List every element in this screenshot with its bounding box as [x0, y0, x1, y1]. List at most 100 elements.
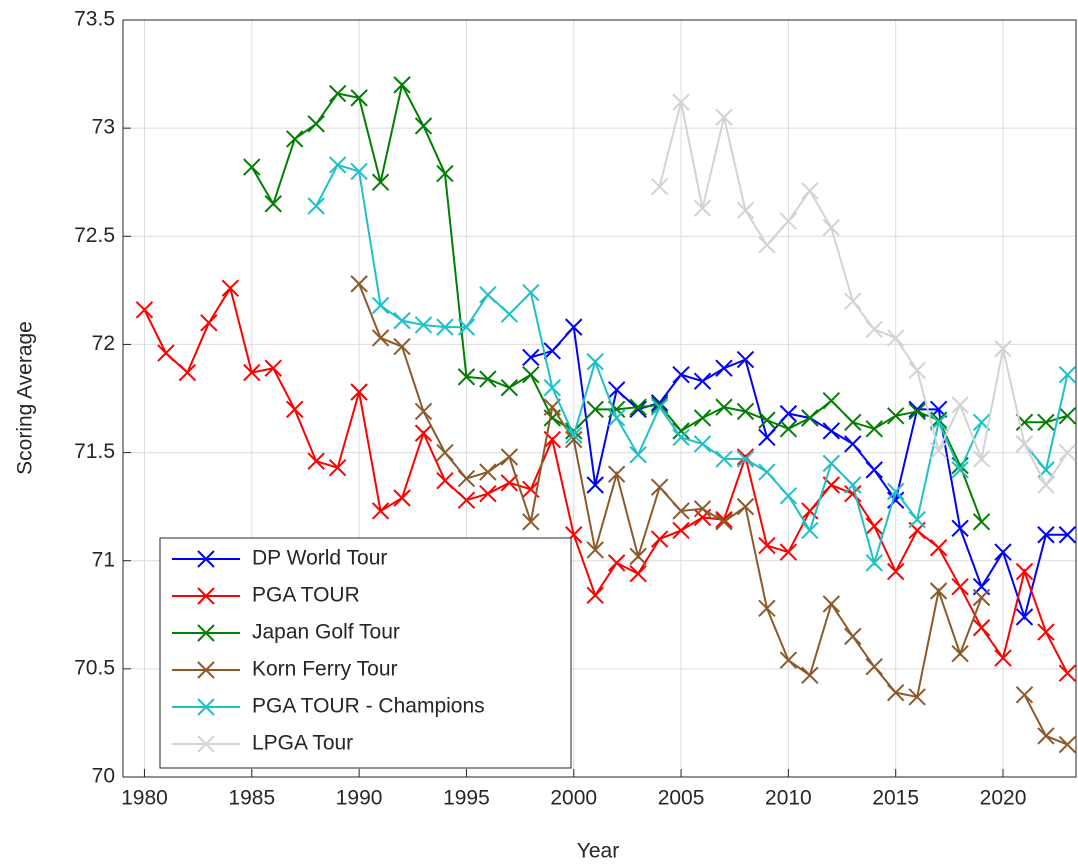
- series: [650, 93, 1077, 494]
- marker: [500, 378, 519, 397]
- marker: [1037, 727, 1055, 745]
- x-tick-label: 2010: [765, 787, 812, 810]
- marker: [607, 409, 626, 427]
- marker: [844, 435, 862, 453]
- marker: [371, 502, 390, 520]
- marker: [500, 305, 519, 323]
- marker: [650, 394, 669, 412]
- marker: [607, 554, 626, 572]
- marker: [779, 212, 798, 230]
- x-tick-label: 1980: [121, 787, 168, 810]
- marker: [929, 582, 948, 600]
- marker: [393, 76, 411, 94]
- marker: [994, 543, 1012, 561]
- legend-label: Japan Golf Tour: [252, 621, 400, 644]
- marker: [565, 318, 583, 336]
- marker: [822, 218, 841, 237]
- marker: [758, 428, 776, 447]
- series: [135, 279, 1077, 682]
- marker: [1058, 407, 1077, 425]
- marker: [414, 402, 433, 421]
- marker: [543, 378, 561, 397]
- marker: [844, 484, 862, 503]
- marker: [178, 363, 197, 382]
- marker: [650, 396, 669, 414]
- legend-label: Korn Ferry Tour: [252, 658, 398, 681]
- marker: [972, 588, 991, 607]
- marker: [1058, 664, 1077, 682]
- marker: [736, 201, 755, 220]
- marker: [414, 424, 433, 442]
- marker: [371, 296, 390, 315]
- marker: [865, 657, 883, 676]
- marker: [1037, 476, 1055, 494]
- marker: [886, 491, 905, 509]
- marker: [543, 342, 561, 360]
- x-axis-label: Year: [577, 840, 619, 863]
- marker: [865, 517, 883, 535]
- marker: [1037, 526, 1055, 544]
- marker: [672, 521, 690, 540]
- marker: [672, 93, 690, 111]
- series: [243, 76, 1077, 531]
- marker: [307, 197, 325, 215]
- marker: [1037, 413, 1055, 431]
- marker: [672, 428, 690, 447]
- marker: [779, 420, 798, 438]
- marker: [801, 521, 819, 540]
- y-tick-label: 73.5: [74, 8, 115, 31]
- marker: [801, 409, 819, 427]
- marker: [736, 402, 755, 421]
- marker: [886, 407, 905, 425]
- marker: [221, 279, 240, 297]
- marker: [414, 316, 433, 334]
- marker: [157, 344, 175, 362]
- marker: [693, 435, 712, 453]
- y-axis-label: Scoring Average: [14, 321, 37, 475]
- legend-label: DP World Tour: [252, 547, 387, 570]
- marker: [135, 301, 154, 319]
- marker: [1015, 686, 1034, 704]
- marker: [715, 513, 733, 531]
- marker: [972, 513, 991, 531]
- marker: [951, 396, 969, 414]
- marker: [1058, 735, 1077, 754]
- legend-label: LPGA Tour: [252, 732, 353, 755]
- marker: [779, 404, 798, 423]
- marker: [586, 353, 604, 371]
- marker: [672, 502, 690, 520]
- marker: [672, 422, 690, 440]
- marker: [350, 89, 368, 107]
- marker: [522, 366, 540, 384]
- marker: [500, 474, 519, 492]
- legend-label: PGA TOUR: [252, 584, 360, 607]
- marker: [972, 450, 991, 468]
- marker: [1015, 608, 1034, 626]
- marker: [844, 627, 862, 646]
- marker: [736, 497, 755, 516]
- marker: [650, 478, 669, 496]
- marker: [243, 363, 261, 382]
- marker: [908, 361, 926, 380]
- marker: [586, 541, 604, 559]
- marker: [886, 562, 905, 581]
- marker: [328, 156, 347, 174]
- marker: [908, 688, 926, 706]
- marker: [393, 489, 411, 507]
- marker: [565, 430, 583, 449]
- marker: [1015, 562, 1034, 581]
- marker: [629, 446, 647, 464]
- marker: [886, 329, 905, 347]
- legend-marker: [197, 624, 215, 642]
- legend-marker: [197, 735, 215, 753]
- marker: [758, 236, 776, 254]
- marker: [951, 461, 969, 479]
- marker: [1058, 526, 1077, 544]
- legend-marker: [197, 661, 215, 679]
- marker: [779, 543, 798, 561]
- marker: [908, 402, 926, 421]
- marker: [693, 500, 712, 518]
- marker: [629, 398, 647, 416]
- series-line: [143, 285, 1069, 674]
- marker: [886, 683, 905, 702]
